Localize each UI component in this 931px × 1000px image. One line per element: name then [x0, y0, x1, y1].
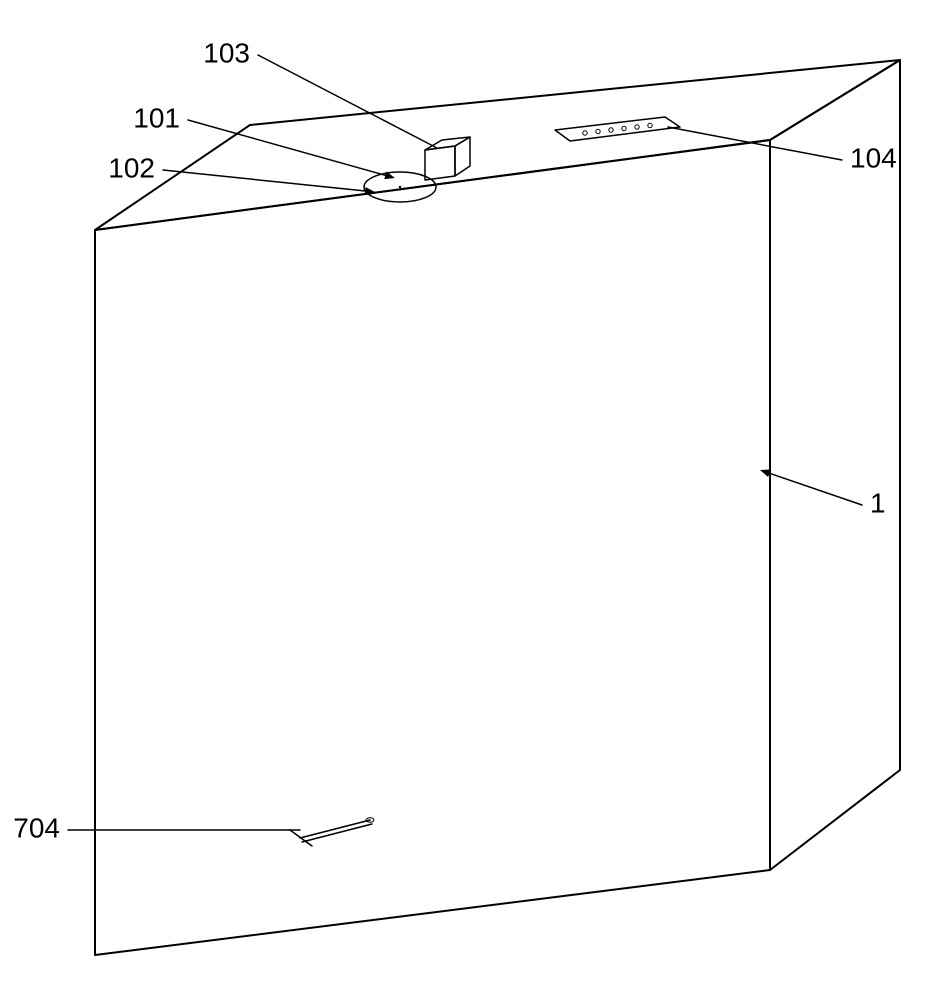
spout-rim: [290, 830, 312, 846]
label-102: 102: [108, 152, 155, 183]
leader-102: [163, 170, 369, 191]
panel-outline: [555, 117, 680, 141]
circle-hole-center: [399, 186, 401, 188]
leader-1: [766, 472, 862, 505]
small-cube-front: [425, 146, 455, 180]
box-front-face: [95, 140, 770, 955]
label-103: 103: [203, 37, 250, 68]
leader-104: [668, 127, 842, 160]
spout-tube: [300, 820, 370, 838]
leader-103: [258, 55, 437, 148]
label-1: 1: [870, 487, 886, 518]
label-704: 704: [13, 812, 60, 843]
box-right-face: [770, 60, 900, 870]
panel-dot-2: [609, 128, 613, 132]
panel-dot-0: [583, 131, 587, 135]
label-101: 101: [133, 102, 180, 133]
label-104: 104: [850, 142, 897, 173]
leader-101: [188, 120, 389, 176]
panel-dot-3: [622, 126, 626, 130]
box-top-face: [95, 60, 900, 230]
panel-dot-1: [596, 129, 600, 133]
panel-dot-5: [648, 123, 652, 127]
small-cube-top: [425, 137, 470, 150]
small-cube-side: [455, 137, 470, 176]
panel-dot-4: [635, 125, 639, 129]
